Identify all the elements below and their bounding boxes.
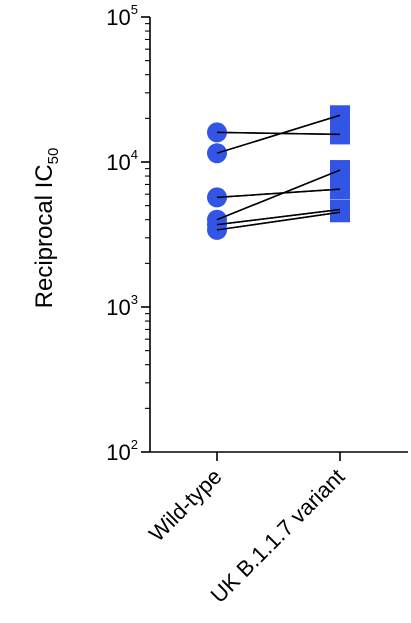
y-tick-label-3: 105 <box>106 2 138 30</box>
y-tick-label-2: 104 <box>106 147 138 175</box>
y-tick-label-base: 10 <box>106 5 130 30</box>
y-tick-label-exponent: 2 <box>131 437 138 452</box>
labels: Reciprocal IC50 <box>31 148 62 309</box>
pair-line-overlay-1 <box>216 114 341 154</box>
pair-line-overlay-0 <box>216 131 341 136</box>
y-tick-label-exponent: 5 <box>131 2 138 17</box>
y-tick-label-base: 10 <box>106 150 130 175</box>
pair-line-overlay-5 <box>216 211 341 231</box>
pair-lines-overlay <box>216 114 341 231</box>
y-axis-label-main: Reciprocal IC <box>31 164 58 308</box>
x-category-label-0: Wild-type <box>144 464 227 547</box>
y-tick-label-0: 102 <box>106 437 138 465</box>
data-markers <box>207 105 350 240</box>
pair-line-overlay-4 <box>216 208 341 226</box>
x-category-label-1: UK B.1.1.7 variant <box>206 464 350 608</box>
y-axis-label: Reciprocal IC50 <box>31 148 62 309</box>
pair-line-overlay-2 <box>216 188 341 199</box>
y-tick-label-exponent: 4 <box>131 147 138 162</box>
y-tick-label-1: 103 <box>106 292 138 320</box>
y-tick-label-base: 10 <box>106 440 130 465</box>
pair-line-overlay-3 <box>216 169 341 221</box>
y-tick-label-exponent: 3 <box>131 292 138 307</box>
y-tick-label-base: 10 <box>106 295 130 320</box>
y-axis-label-subscript: 50 <box>45 148 62 165</box>
